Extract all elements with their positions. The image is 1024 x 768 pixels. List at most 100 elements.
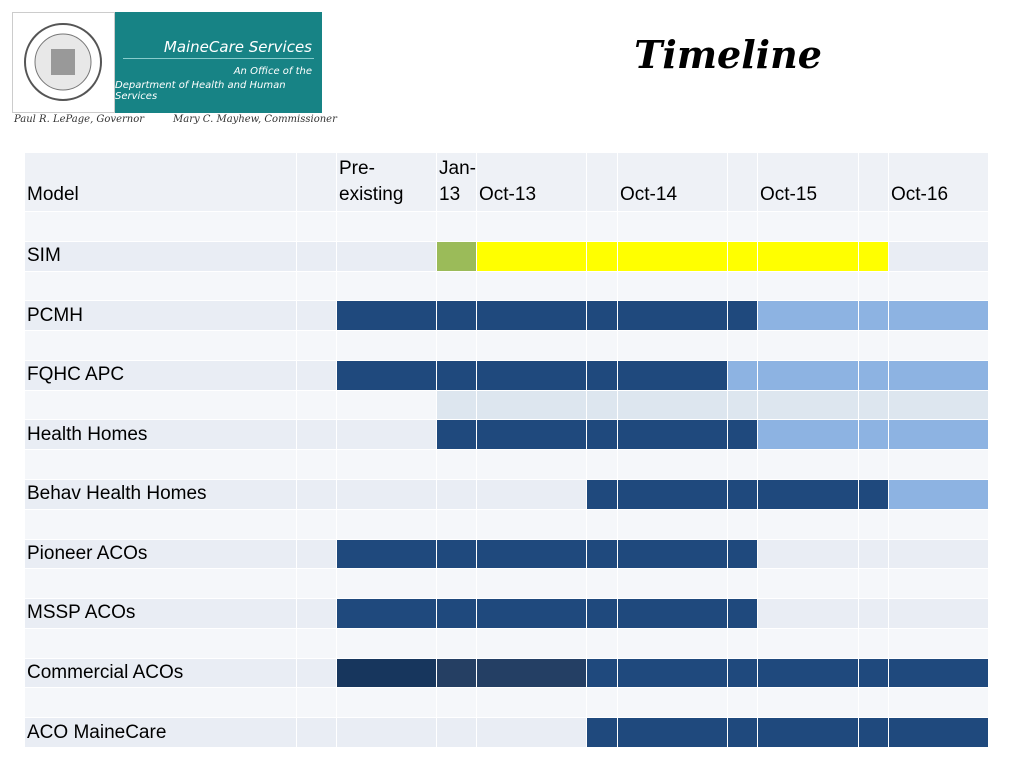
timeline-bar xyxy=(728,480,758,510)
timeline-bar xyxy=(859,390,889,421)
table-cell xyxy=(758,688,859,719)
table-cell xyxy=(337,420,437,451)
row-label: ACO MaineCare xyxy=(25,718,297,748)
table-cell xyxy=(437,718,477,748)
timeline-bar xyxy=(587,241,618,272)
table-cell xyxy=(859,688,889,719)
table-cell xyxy=(337,569,437,600)
timeline-bar xyxy=(889,360,989,391)
timeline-bar xyxy=(728,360,758,391)
timeline-bar xyxy=(337,301,437,332)
timeline-bar xyxy=(618,658,728,689)
table-cell xyxy=(337,212,437,242)
table-cell xyxy=(297,271,337,302)
row-label: MSSP ACOs xyxy=(25,599,297,629)
table-cell xyxy=(477,628,587,659)
timeline-bar xyxy=(618,241,728,272)
table-cell xyxy=(297,480,337,510)
table-cell xyxy=(437,509,477,540)
table-cell xyxy=(618,628,728,659)
table-cell xyxy=(889,688,989,719)
table-cell xyxy=(618,331,728,361)
table-cell xyxy=(889,509,989,540)
table-cell xyxy=(297,539,337,570)
spacer-cell xyxy=(25,688,297,719)
timeline-bar xyxy=(437,241,477,272)
column-header xyxy=(587,153,618,212)
logo-line: An Office of the xyxy=(233,66,312,77)
table-cell xyxy=(477,271,587,302)
table-cell xyxy=(337,509,437,540)
timeline-bar xyxy=(587,301,618,332)
column-header xyxy=(859,153,889,212)
timeline-bar xyxy=(337,599,437,629)
row-label: Pioneer ACOs xyxy=(25,539,297,570)
table-cell xyxy=(477,450,587,480)
timeline-bar xyxy=(587,599,618,629)
table-cell xyxy=(477,569,587,600)
table-cell xyxy=(477,688,587,719)
table-cell xyxy=(297,360,337,391)
spacer-cell xyxy=(25,331,297,361)
table-cell xyxy=(437,628,477,659)
timeline-bar xyxy=(758,241,859,272)
table-cell xyxy=(587,688,618,719)
timeline-bar xyxy=(859,360,889,391)
table-cell xyxy=(587,212,618,242)
table-cell xyxy=(758,539,859,570)
table-cell xyxy=(758,212,859,242)
commissioner: Mary C. Mayhew, Commissioner xyxy=(173,114,337,125)
timeline-bar xyxy=(728,241,758,272)
timeline-bar xyxy=(618,360,728,391)
spacer-cell xyxy=(25,509,297,540)
timeline-bar xyxy=(859,241,889,272)
table-cell xyxy=(728,509,758,540)
timeline-bar xyxy=(758,718,859,748)
table-cell xyxy=(297,688,337,719)
timeline-bar xyxy=(437,539,477,570)
table-cell xyxy=(337,480,437,510)
timeline-bar xyxy=(587,718,618,748)
column-header: Oct-14 xyxy=(618,153,728,212)
table-cell xyxy=(437,450,477,480)
table-cell xyxy=(859,628,889,659)
timeline-bar xyxy=(728,390,758,421)
table-cell xyxy=(728,569,758,600)
table-cell xyxy=(758,509,859,540)
table-cell xyxy=(889,450,989,480)
timeline-bar xyxy=(618,718,728,748)
table-cell xyxy=(889,539,989,570)
table-cell xyxy=(587,450,618,480)
timeline-bar xyxy=(587,420,618,451)
row-label: Behav Health Homes xyxy=(25,480,297,510)
spacer-cell xyxy=(25,390,297,421)
table-cell xyxy=(297,628,337,659)
timeline-bar xyxy=(587,390,618,421)
timeline-bar xyxy=(889,480,989,510)
timeline-bar xyxy=(437,658,477,689)
timeline-bar xyxy=(477,658,587,689)
table-cell xyxy=(297,599,337,629)
table-cell xyxy=(437,480,477,510)
table-cell xyxy=(297,509,337,540)
row-label: Commercial ACOs xyxy=(25,658,297,689)
timeline-bar xyxy=(437,390,477,421)
table-cell xyxy=(337,450,437,480)
timeline-bar xyxy=(587,360,618,391)
table-cell xyxy=(889,569,989,600)
timeline-bar xyxy=(618,599,728,629)
table-cell xyxy=(297,301,337,332)
timeline-bar xyxy=(758,360,859,391)
table-cell xyxy=(437,331,477,361)
spacer-cell xyxy=(25,212,297,242)
table-cell xyxy=(728,628,758,659)
table-cell xyxy=(889,271,989,302)
spacer-cell xyxy=(25,628,297,659)
timeline-bar xyxy=(758,658,859,689)
timeline-bar xyxy=(728,539,758,570)
table-cell xyxy=(859,509,889,540)
table-cell xyxy=(437,569,477,600)
table-cell xyxy=(758,599,859,629)
governor: Paul R. LePage, Governor xyxy=(14,114,145,125)
